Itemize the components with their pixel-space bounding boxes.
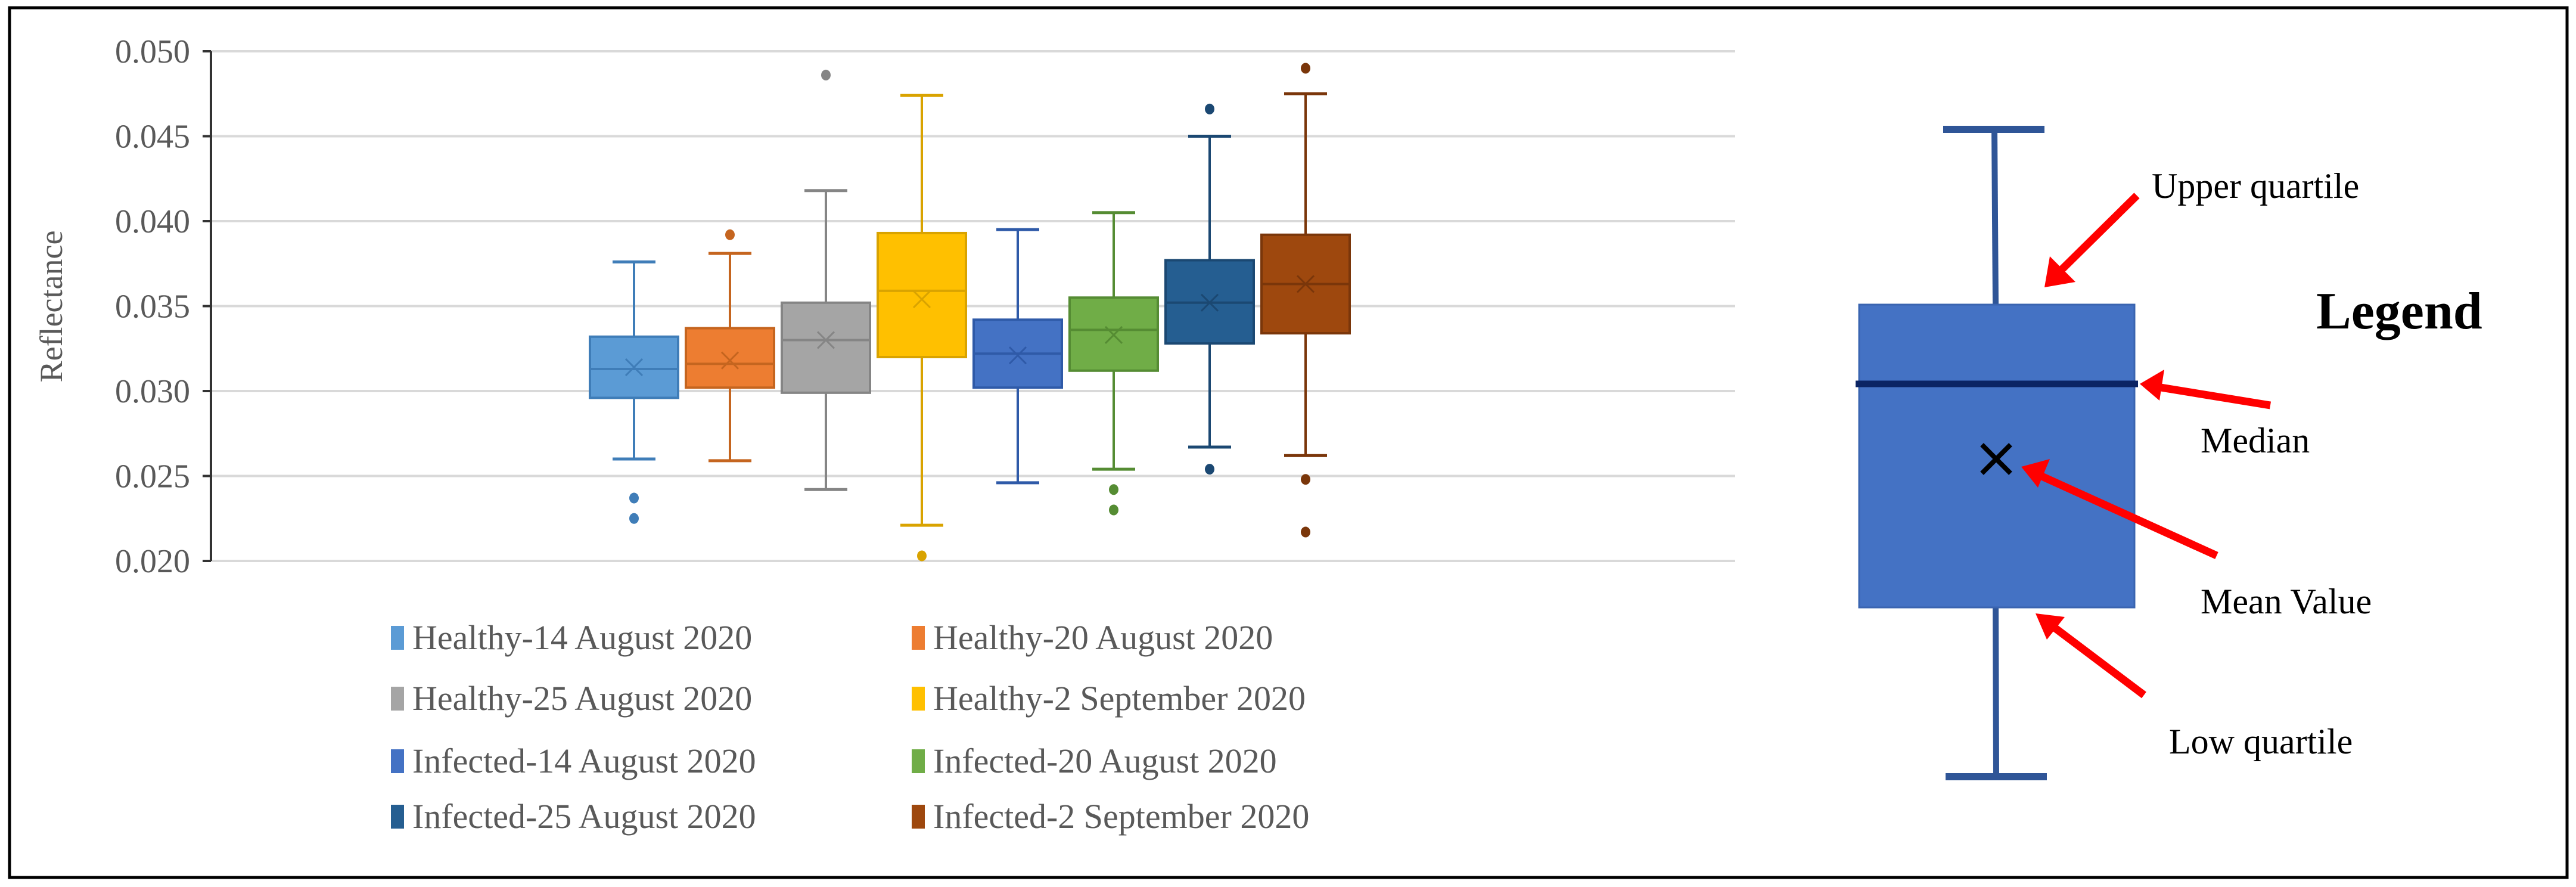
mean-marker	[624, 358, 644, 377]
y-tick-label: 0.030	[115, 373, 190, 410]
mean-marker	[1008, 346, 1027, 365]
mean-marker	[1296, 275, 1315, 293]
arrow-median	[2156, 383, 2272, 410]
label-mean-value: Mean Value	[2201, 582, 2372, 621]
legend-item: Infected-14 August 2020	[391, 742, 756, 780]
legend-swatch	[912, 626, 925, 650]
iqr-box	[589, 335, 679, 399]
outlier-point	[1301, 63, 1310, 74]
legend-label: Healthy-14 August 2020	[412, 618, 752, 657]
outlier-point	[1109, 504, 1118, 516]
legend-item: Healthy-14 August 2020	[391, 618, 752, 657]
y-tick-labels: 0.050 0.045 0.040 0.035 0.030 0.025 0.020	[115, 33, 190, 580]
box-3	[781, 69, 871, 491]
outlier-point	[629, 513, 639, 524]
legend-label: Infected-20 August 2020	[933, 742, 1277, 780]
box-4	[877, 94, 967, 562]
legend-label: Infected-25 August 2020	[412, 797, 756, 836]
label-upper-quartile: Upper quartile	[2152, 166, 2359, 206]
arrow-head-median	[2140, 370, 2164, 401]
outlier-point	[821, 69, 831, 80]
outlier-point	[1205, 464, 1214, 475]
legend-swatch	[912, 687, 925, 711]
box-7	[1164, 103, 1255, 475]
y-tick-label: 0.020	[115, 543, 190, 580]
boxes	[589, 63, 1351, 562]
figure-frame	[8, 6, 2569, 879]
explanation-legend: Legend Upper quartile Median Mean Value …	[1856, 126, 2482, 780]
outlier-point	[917, 550, 927, 562]
legend-item: Infected-25 August 2020	[391, 797, 756, 836]
outlier-point	[1301, 474, 1310, 485]
legend-upper-whisker	[1991, 129, 1999, 305]
mean-marker	[816, 331, 835, 349]
legend-label: Healthy-2 September 2020	[933, 679, 1306, 718]
y-axis-label: Reflectance	[33, 231, 69, 383]
legend-mean-marker	[1980, 443, 2012, 475]
iqr-box	[877, 231, 967, 359]
legend-item: Healthy-2 September 2020	[912, 679, 1306, 718]
outlier-point	[1205, 103, 1214, 114]
box-6	[1068, 211, 1159, 516]
label-median: Median	[2201, 421, 2310, 460]
outlier-point	[629, 492, 639, 504]
mean-marker	[1200, 293, 1219, 312]
mean-marker	[912, 290, 931, 309]
label-low-quartile: Low quartile	[2169, 722, 2353, 761]
legend-swatch	[391, 805, 404, 829]
legend-title: Legend	[2316, 283, 2482, 340]
legend-item: Infected-20 August 2020	[912, 742, 1277, 780]
outlier-point	[725, 229, 735, 240]
legend-swatch	[912, 805, 925, 829]
arrow-head-upper	[2044, 256, 2075, 287]
arrow-upper-quartile	[2053, 193, 2140, 278]
legend-swatch	[391, 687, 404, 711]
box-1	[589, 260, 679, 524]
iqr-box	[685, 327, 775, 389]
mean-marker	[1104, 325, 1123, 345]
box-plot: Reflectance 0.0500.0450.0400.0350.0300.0…	[33, 33, 1735, 836]
box-8	[1260, 63, 1351, 538]
mean-marker	[720, 351, 739, 370]
outlier-point	[1301, 526, 1310, 538]
outlier-point	[1109, 484, 1118, 495]
arrow-head-mean	[2021, 459, 2050, 488]
iqr-box	[781, 301, 871, 394]
y-tick-label: 0.025	[115, 458, 190, 495]
arrow-low-quartile	[2047, 621, 2146, 699]
y-tick-label: 0.040	[115, 203, 190, 240]
legend-item: Infected-2 September 2020	[912, 797, 1309, 836]
y-tick-label: 0.045	[115, 119, 190, 156]
legend-item: Healthy-25 August 2020	[391, 679, 752, 718]
y-tick-label: 0.050	[115, 33, 190, 70]
arrow-mean	[2036, 471, 2218, 559]
legend-swatch	[391, 749, 404, 773]
box-2	[685, 229, 775, 463]
arrow-head-low	[2036, 613, 2065, 640]
red-arrows	[2021, 193, 2272, 699]
gridlines	[203, 50, 1735, 562]
y-tick-label: 0.035	[115, 289, 190, 325]
legend-label: Infected-14 August 2020	[412, 742, 756, 780]
legend-swatch	[912, 749, 925, 773]
legend-item: Healthy-20 August 2020	[912, 618, 1273, 657]
legend-label: Healthy-25 August 2020	[412, 679, 752, 718]
legend-label: Infected-2 September 2020	[933, 797, 1309, 836]
legend-label: Healthy-20 August 2020	[933, 618, 1273, 657]
legend-swatch	[391, 626, 404, 650]
series-legend: Healthy-14 August 2020 Healthy-20 August …	[391, 618, 1309, 836]
box-5	[972, 228, 1063, 485]
